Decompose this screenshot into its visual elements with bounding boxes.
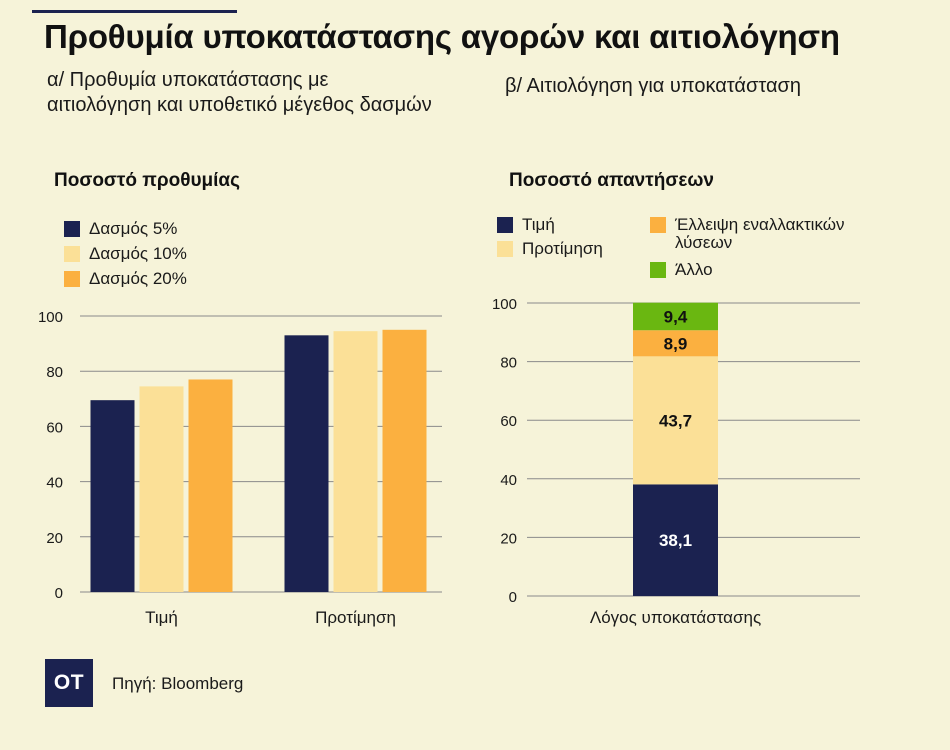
chart-b-segment — [633, 330, 718, 357]
legend-b-item-preference: Προτίμηση — [497, 240, 603, 258]
legend-swatch-navy — [497, 217, 513, 233]
chart-a-bar — [188, 379, 233, 592]
chart-b-ylabel: Ποσοστό απαντήσεων — [509, 170, 714, 191]
legend-swatch-green — [650, 262, 666, 278]
legend-b-label-other: Άλλο — [675, 260, 713, 279]
chart-b-ytick-label: 0 — [509, 589, 517, 606]
legend-a-label-10: Δασμός 10% — [89, 244, 187, 263]
legend-swatch-yellow — [64, 246, 80, 262]
legend-b-item-price: Τιμή — [497, 216, 555, 234]
chart-a-ytick-label: 60 — [46, 419, 63, 436]
chart-a-ytick-label: 20 — [46, 530, 63, 547]
ot-logo: OT — [45, 659, 93, 707]
chart-a-bar — [333, 331, 378, 592]
chart-b-category-label: Λόγος υποκατάστασης — [590, 608, 761, 627]
chart-b-segment — [633, 302, 718, 331]
legend-a-item-5: Δασμός 5% — [64, 220, 177, 238]
chart-a-bar — [90, 400, 135, 592]
legend-swatch-yellow — [497, 241, 513, 257]
legend-b-item-alternatives: Έλλειψη εναλλακτικών λύσεων — [650, 216, 890, 252]
chart-a-ylabel: Ποσοστό προθυμίας — [54, 170, 240, 191]
top-rule — [32, 10, 237, 13]
chart-b-ytick-label: 40 — [500, 472, 517, 489]
legend-swatch-orange — [650, 217, 666, 233]
legend-a-item-20: Δασμός 20% — [64, 270, 187, 288]
chart-a-ytick-label: 100 — [38, 309, 63, 326]
chart-a-category-label: Τιμή — [145, 608, 178, 627]
chart-b-ytick-label: 60 — [500, 413, 517, 430]
chart-b-segment — [633, 484, 718, 596]
chart-a-ytick-label: 80 — [46, 364, 63, 381]
chart-b-ytick-label: 20 — [500, 530, 517, 547]
chart-a-category-label: Προτίμηση — [315, 608, 396, 627]
legend-b-label-price: Τιμή — [522, 215, 555, 234]
legend-b-label-alternatives: Έλλειψη εναλλακτικών λύσεων — [675, 215, 845, 252]
chart-b-data-label: 8,9 — [664, 334, 688, 353]
chart-b-plot: 0 20 40 60 80 100 38,1 43,7 8,9 9,4 Λόγος υποκατάσ… — [492, 296, 860, 627]
source-note: Πηγή: Bloomberg — [112, 674, 244, 693]
chart-b-segment — [633, 356, 718, 485]
chart-b-ytick-label: 100 — [492, 296, 517, 313]
chart-b-data-label: 9,4 — [664, 307, 688, 326]
legend-b-label-preference: Προτίμηση — [522, 239, 603, 258]
chart-b-data-label: 43,7 — [659, 411, 692, 430]
chart-a-plot: 0 20 40 60 80 100 Τιμή Προτίμηση — [38, 309, 442, 627]
legend-swatch-orange — [64, 271, 80, 287]
chart-a-ytick-label: 0 — [55, 585, 63, 602]
legend-a-item-10: Δασμός 10% — [64, 245, 187, 263]
legend-a-label-5: Δασμός 5% — [89, 219, 178, 238]
legend-a-label-20: Δασμός 20% — [89, 269, 187, 288]
page-title: Προθυμία υποκατάστασης αγορών και αιτιολ… — [44, 18, 840, 55]
chart-a-bar — [284, 335, 329, 592]
chart-a-bar — [139, 386, 184, 592]
chart-a-bar — [382, 329, 427, 592]
chart-a-ytick-label: 40 — [46, 475, 63, 492]
chart-b-ytick-label: 80 — [500, 355, 517, 372]
legend-swatch-navy — [64, 221, 80, 237]
legend-b-item-other: Άλλο — [650, 261, 713, 279]
chart-b-data-label: 38,1 — [659, 531, 692, 550]
chart-a-subtitle: α/ Προθυμία υποκατάστασης με αιτιολόγηση… — [47, 69, 432, 116]
chart-b-subtitle: β/ Αιτιολόγηση για υποκατάσταση — [505, 75, 801, 97]
